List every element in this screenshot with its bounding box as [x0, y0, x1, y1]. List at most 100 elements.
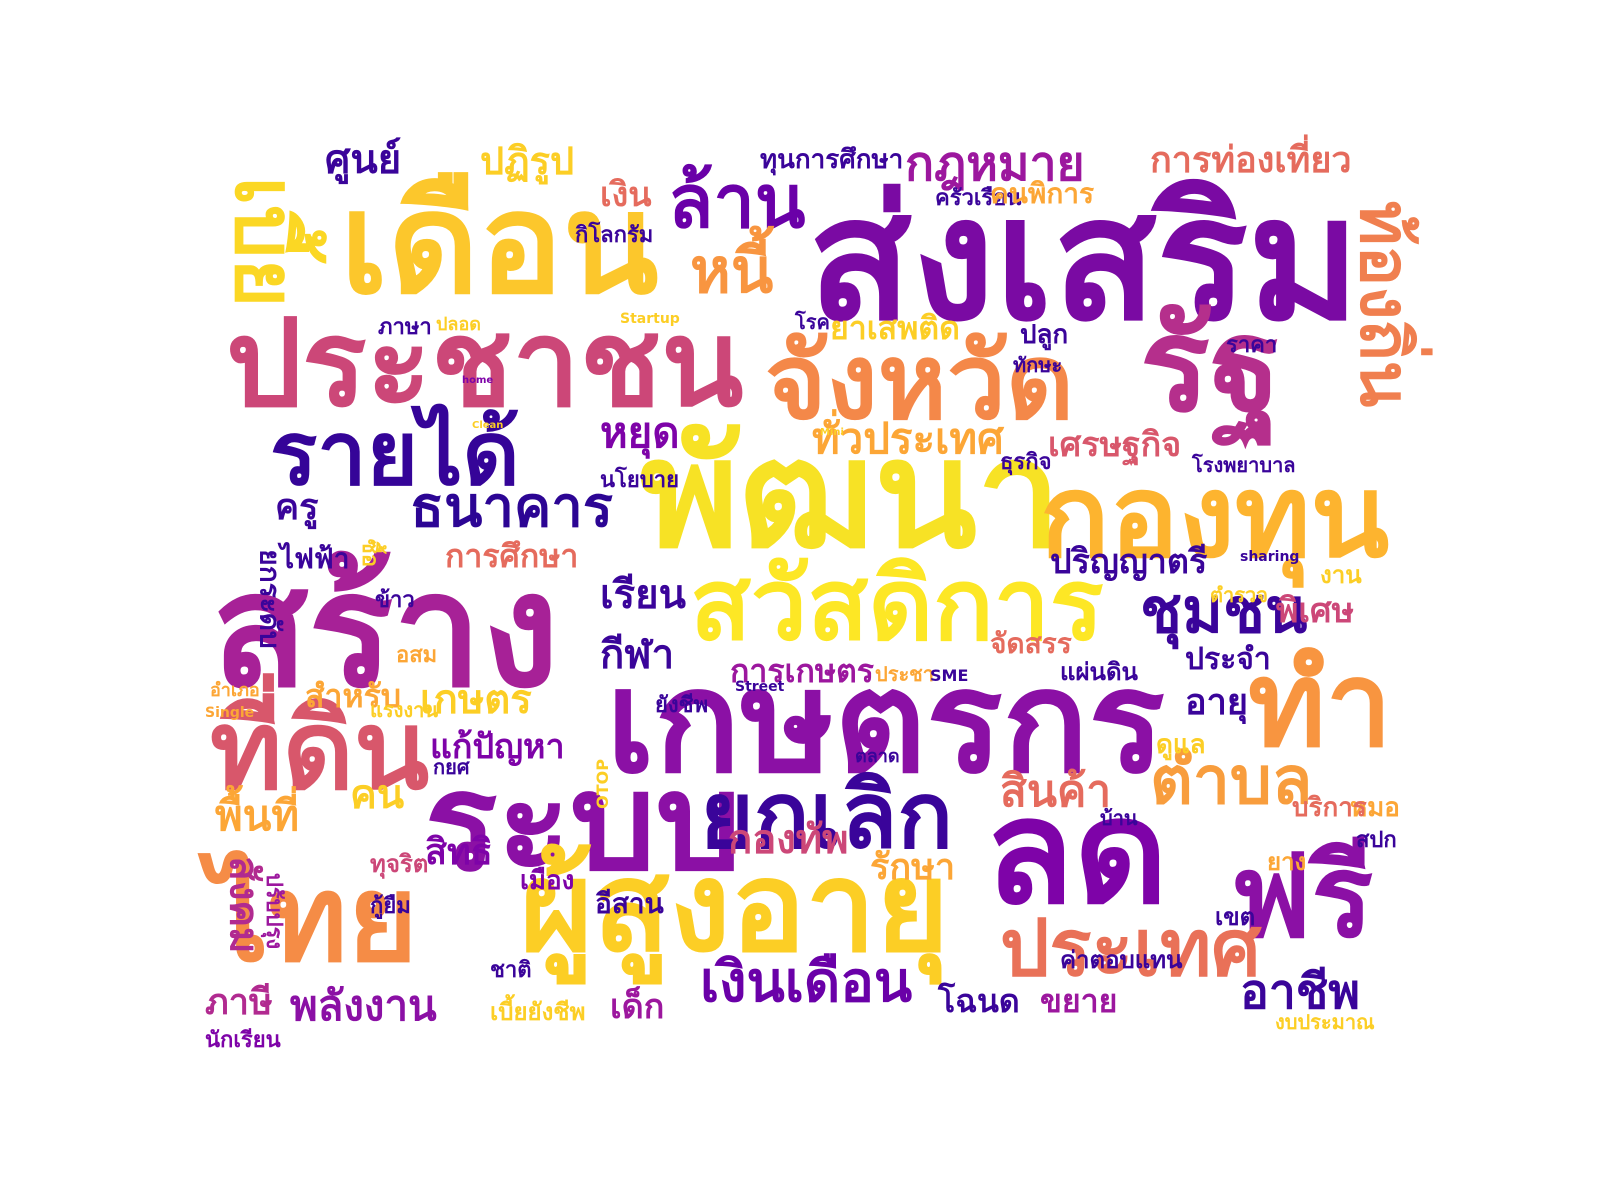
word: ประจำ — [1185, 642, 1271, 677]
word: ทั่วประเทศ — [812, 414, 1004, 463]
word: สำหรับ — [305, 677, 402, 715]
word: รักษา — [870, 847, 956, 888]
word: เกษตร — [420, 677, 532, 723]
word: ไทย — [208, 850, 418, 989]
word: โฉนด — [938, 982, 1020, 1020]
word: ชาติ — [490, 958, 532, 983]
word: ตำบล — [1150, 742, 1313, 819]
word: ตำรวจ — [1210, 583, 1268, 607]
word: home — [462, 375, 494, 386]
word: ปริญญาตรี — [1050, 542, 1208, 582]
word: ประเทศ — [1000, 904, 1261, 994]
word: จัดสรร — [990, 627, 1072, 660]
word: ธนาคาร — [410, 475, 613, 540]
word: Mini — [820, 427, 844, 438]
word: เกษตรกร — [606, 640, 1165, 805]
word: ศูนย์ — [325, 137, 402, 183]
word: ทักษะ — [1013, 353, 1063, 377]
word: บ้าน — [1100, 806, 1138, 830]
word: คนพิการ — [990, 177, 1095, 210]
word: เงินเดือน — [700, 950, 913, 1015]
word: ดูแล — [1156, 730, 1206, 760]
word: นโยบาย — [600, 468, 679, 493]
word: ภาษี — [205, 982, 273, 1023]
word: เดือน — [340, 163, 659, 326]
word: พื้นที่ — [215, 791, 300, 840]
word: ยังชีพ — [655, 693, 709, 718]
word: หนี้ — [690, 234, 774, 307]
word: ท้องถิ่น — [1344, 200, 1424, 408]
word: ล้าน — [668, 159, 806, 245]
word: เรียน — [600, 572, 686, 618]
word: ทุจริต — [370, 850, 429, 878]
word: Street — [735, 679, 785, 695]
word: OTOP — [592, 759, 612, 809]
word: อาชีพ — [1240, 964, 1360, 1020]
word: การท่องเที่ยว — [1150, 140, 1352, 181]
word: บริการ — [1292, 793, 1367, 823]
word: ธุรกิจ — [1000, 450, 1052, 475]
word: พิเศษ — [1276, 591, 1355, 631]
word: ค่าตอบแทน — [1060, 946, 1183, 974]
word: เงิน — [600, 175, 652, 215]
word: ปลูก — [1020, 320, 1069, 350]
word: ปรับปรุง — [261, 872, 287, 950]
word: เบี้ย — [216, 176, 315, 308]
word: รายได้ — [270, 402, 520, 505]
word: คน — [350, 772, 405, 818]
word: การเกษตร — [730, 652, 874, 690]
word: อำเภอ — [210, 680, 260, 701]
word: กองทัพ — [728, 817, 849, 863]
word: เศรษฐกิจ — [1048, 425, 1182, 465]
word: อสม — [396, 643, 438, 668]
word: ยกระดับ — [253, 549, 287, 649]
word: พลังงาน — [290, 981, 437, 1030]
word: SME — [930, 666, 969, 685]
word: Clean — [472, 420, 504, 431]
word: ยกเลิก — [700, 762, 954, 869]
word: กองทุน — [1040, 450, 1390, 584]
word: ปฏิรูป — [480, 139, 575, 183]
word: นักเรียน — [205, 1028, 281, 1053]
word: โรค — [795, 310, 830, 334]
word: ลด — [985, 768, 1169, 937]
word: โรงพยาบาล — [1192, 453, 1296, 477]
word: Startup — [620, 311, 680, 327]
word: ระบบ — [425, 744, 742, 901]
word: รัฐ — [1140, 289, 1282, 441]
word: สิทธิ — [425, 832, 493, 873]
word: ยาง — [1267, 848, 1307, 876]
word: งบประมาณ — [1275, 1010, 1375, 1034]
word: สปก — [1356, 828, 1397, 853]
word: อีสาน — [595, 887, 664, 920]
word: ครู — [275, 487, 319, 528]
word: หมอ — [1350, 793, 1400, 823]
word: ซื้อ — [357, 538, 383, 568]
word: ผู้สูงอายุ — [520, 835, 950, 980]
word: กฎหมาย — [905, 136, 1085, 192]
word: เขต — [1215, 903, 1256, 931]
word: ประชา — [875, 662, 934, 686]
word: กีฬา — [600, 632, 675, 678]
word: ฟรี — [1230, 830, 1374, 964]
word: แก้ปัญหา — [430, 727, 565, 767]
word: แผ่นดิน — [1060, 658, 1138, 686]
word: Single — [205, 705, 255, 721]
word: กยศ — [433, 755, 470, 779]
word: ตลาด — [855, 746, 900, 767]
word: สังคม — [220, 856, 267, 954]
word: ปลอด — [436, 314, 481, 335]
word: หยุด — [600, 408, 680, 457]
word: จังหวัด — [765, 321, 1075, 443]
word: ภาษา — [378, 315, 432, 340]
word: ที่ดิน — [210, 686, 430, 814]
word: ยาเสพติด — [830, 309, 960, 347]
word: เด็ก — [610, 987, 665, 1027]
word: งาน — [1320, 561, 1362, 589]
word: ไฟฟ้า — [280, 542, 350, 575]
word: ครัวเรือน — [935, 186, 1022, 211]
word: แรงงาน — [370, 698, 439, 722]
word: ข้าว — [375, 588, 415, 613]
word: อายุ — [1185, 682, 1248, 723]
